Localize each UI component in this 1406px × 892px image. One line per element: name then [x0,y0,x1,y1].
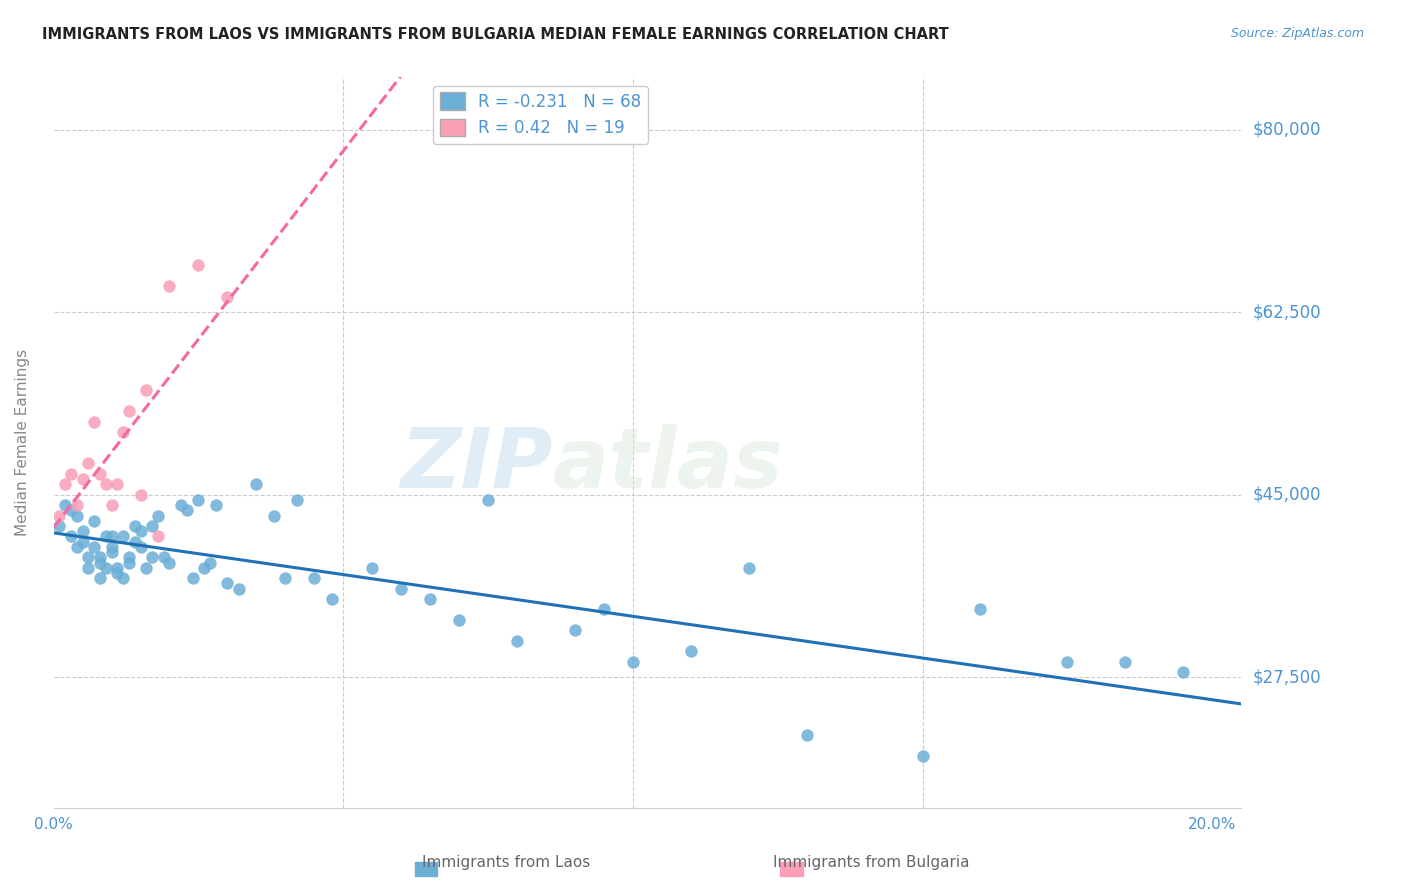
Point [564,624,586,638]
Point [112,425,135,439]
Point [66,498,89,512]
Point [118,404,141,418]
Point [245,477,267,491]
Point [48,519,70,533]
Point [1173,665,1195,679]
Point [593,602,616,616]
Point [796,728,818,742]
Point [304,571,326,585]
Point [77,550,100,565]
Point [94,477,117,491]
Point [94,560,117,574]
Point [361,560,384,574]
Point [59,529,82,543]
Point [621,655,644,669]
Point [77,457,100,471]
Point [389,582,412,596]
Point [285,492,308,507]
Point [911,748,934,763]
Point [100,540,122,554]
Point [59,503,82,517]
Point [118,550,141,565]
Text: $27,500: $27,500 [1253,668,1322,686]
Point [72,524,94,539]
Point [263,508,285,523]
Point [159,279,181,293]
Point [105,566,128,580]
Point [135,560,157,574]
Point [506,633,529,648]
Point [274,571,297,585]
Point [1056,655,1078,669]
Point [83,514,105,528]
Point [100,545,122,559]
Point [100,498,122,512]
Point [228,582,250,596]
Point [170,498,193,512]
Point [105,560,128,574]
Point [66,508,89,523]
Point [124,519,146,533]
Point [72,472,94,486]
Point [198,556,221,570]
Point [419,592,441,607]
Y-axis label: Median Female Earnings: Median Female Earnings [15,349,30,536]
Point [100,529,122,543]
Text: $80,000: $80,000 [1253,120,1322,138]
Point [89,550,111,565]
Point [193,560,215,574]
Text: $62,500: $62,500 [1253,303,1322,321]
Point [112,571,135,585]
Point [129,488,152,502]
Point [176,503,198,517]
Point [112,529,135,543]
Point [187,492,209,507]
Point [53,477,76,491]
Point [321,592,343,607]
Point [89,571,111,585]
Text: atlas: atlas [553,424,783,505]
Point [217,576,239,591]
Legend: R = -0.231   N = 68, R = 0.42   N = 19: R = -0.231 N = 68, R = 0.42 N = 19 [433,86,648,144]
Point [204,498,226,512]
Point [77,560,100,574]
Point [105,477,128,491]
Point [129,524,152,539]
Point [141,550,163,565]
Point [969,602,991,616]
Point [94,529,117,543]
Point [1114,655,1136,669]
Text: $45,000: $45,000 [1253,486,1322,504]
Point [53,498,76,512]
Point [449,613,471,627]
Point [146,508,169,523]
Point [141,519,163,533]
Point [89,467,111,481]
Text: Immigrants from Laos: Immigrants from Laos [422,855,591,870]
Point [135,384,157,398]
Point [187,258,209,272]
Point [72,534,94,549]
Text: IMMIGRANTS FROM LAOS VS IMMIGRANTS FROM BULGARIA MEDIAN FEMALE EARNINGS CORRELAT: IMMIGRANTS FROM LAOS VS IMMIGRANTS FROM … [42,27,949,42]
Text: ZIP: ZIP [399,424,553,505]
Point [118,556,141,570]
Point [89,556,111,570]
Point [129,540,152,554]
Point [152,550,174,565]
Point [48,508,70,523]
Point [66,540,89,554]
Point [738,560,761,574]
Point [477,492,499,507]
Point [146,529,169,543]
Point [217,289,239,303]
Point [124,534,146,549]
Point [83,540,105,554]
Point [181,571,204,585]
Point [159,556,181,570]
Text: Source: ZipAtlas.com: Source: ZipAtlas.com [1230,27,1364,40]
Point [59,467,82,481]
Point [83,415,105,429]
Text: Immigrants from Bulgaria: Immigrants from Bulgaria [773,855,970,870]
Point [679,644,702,658]
